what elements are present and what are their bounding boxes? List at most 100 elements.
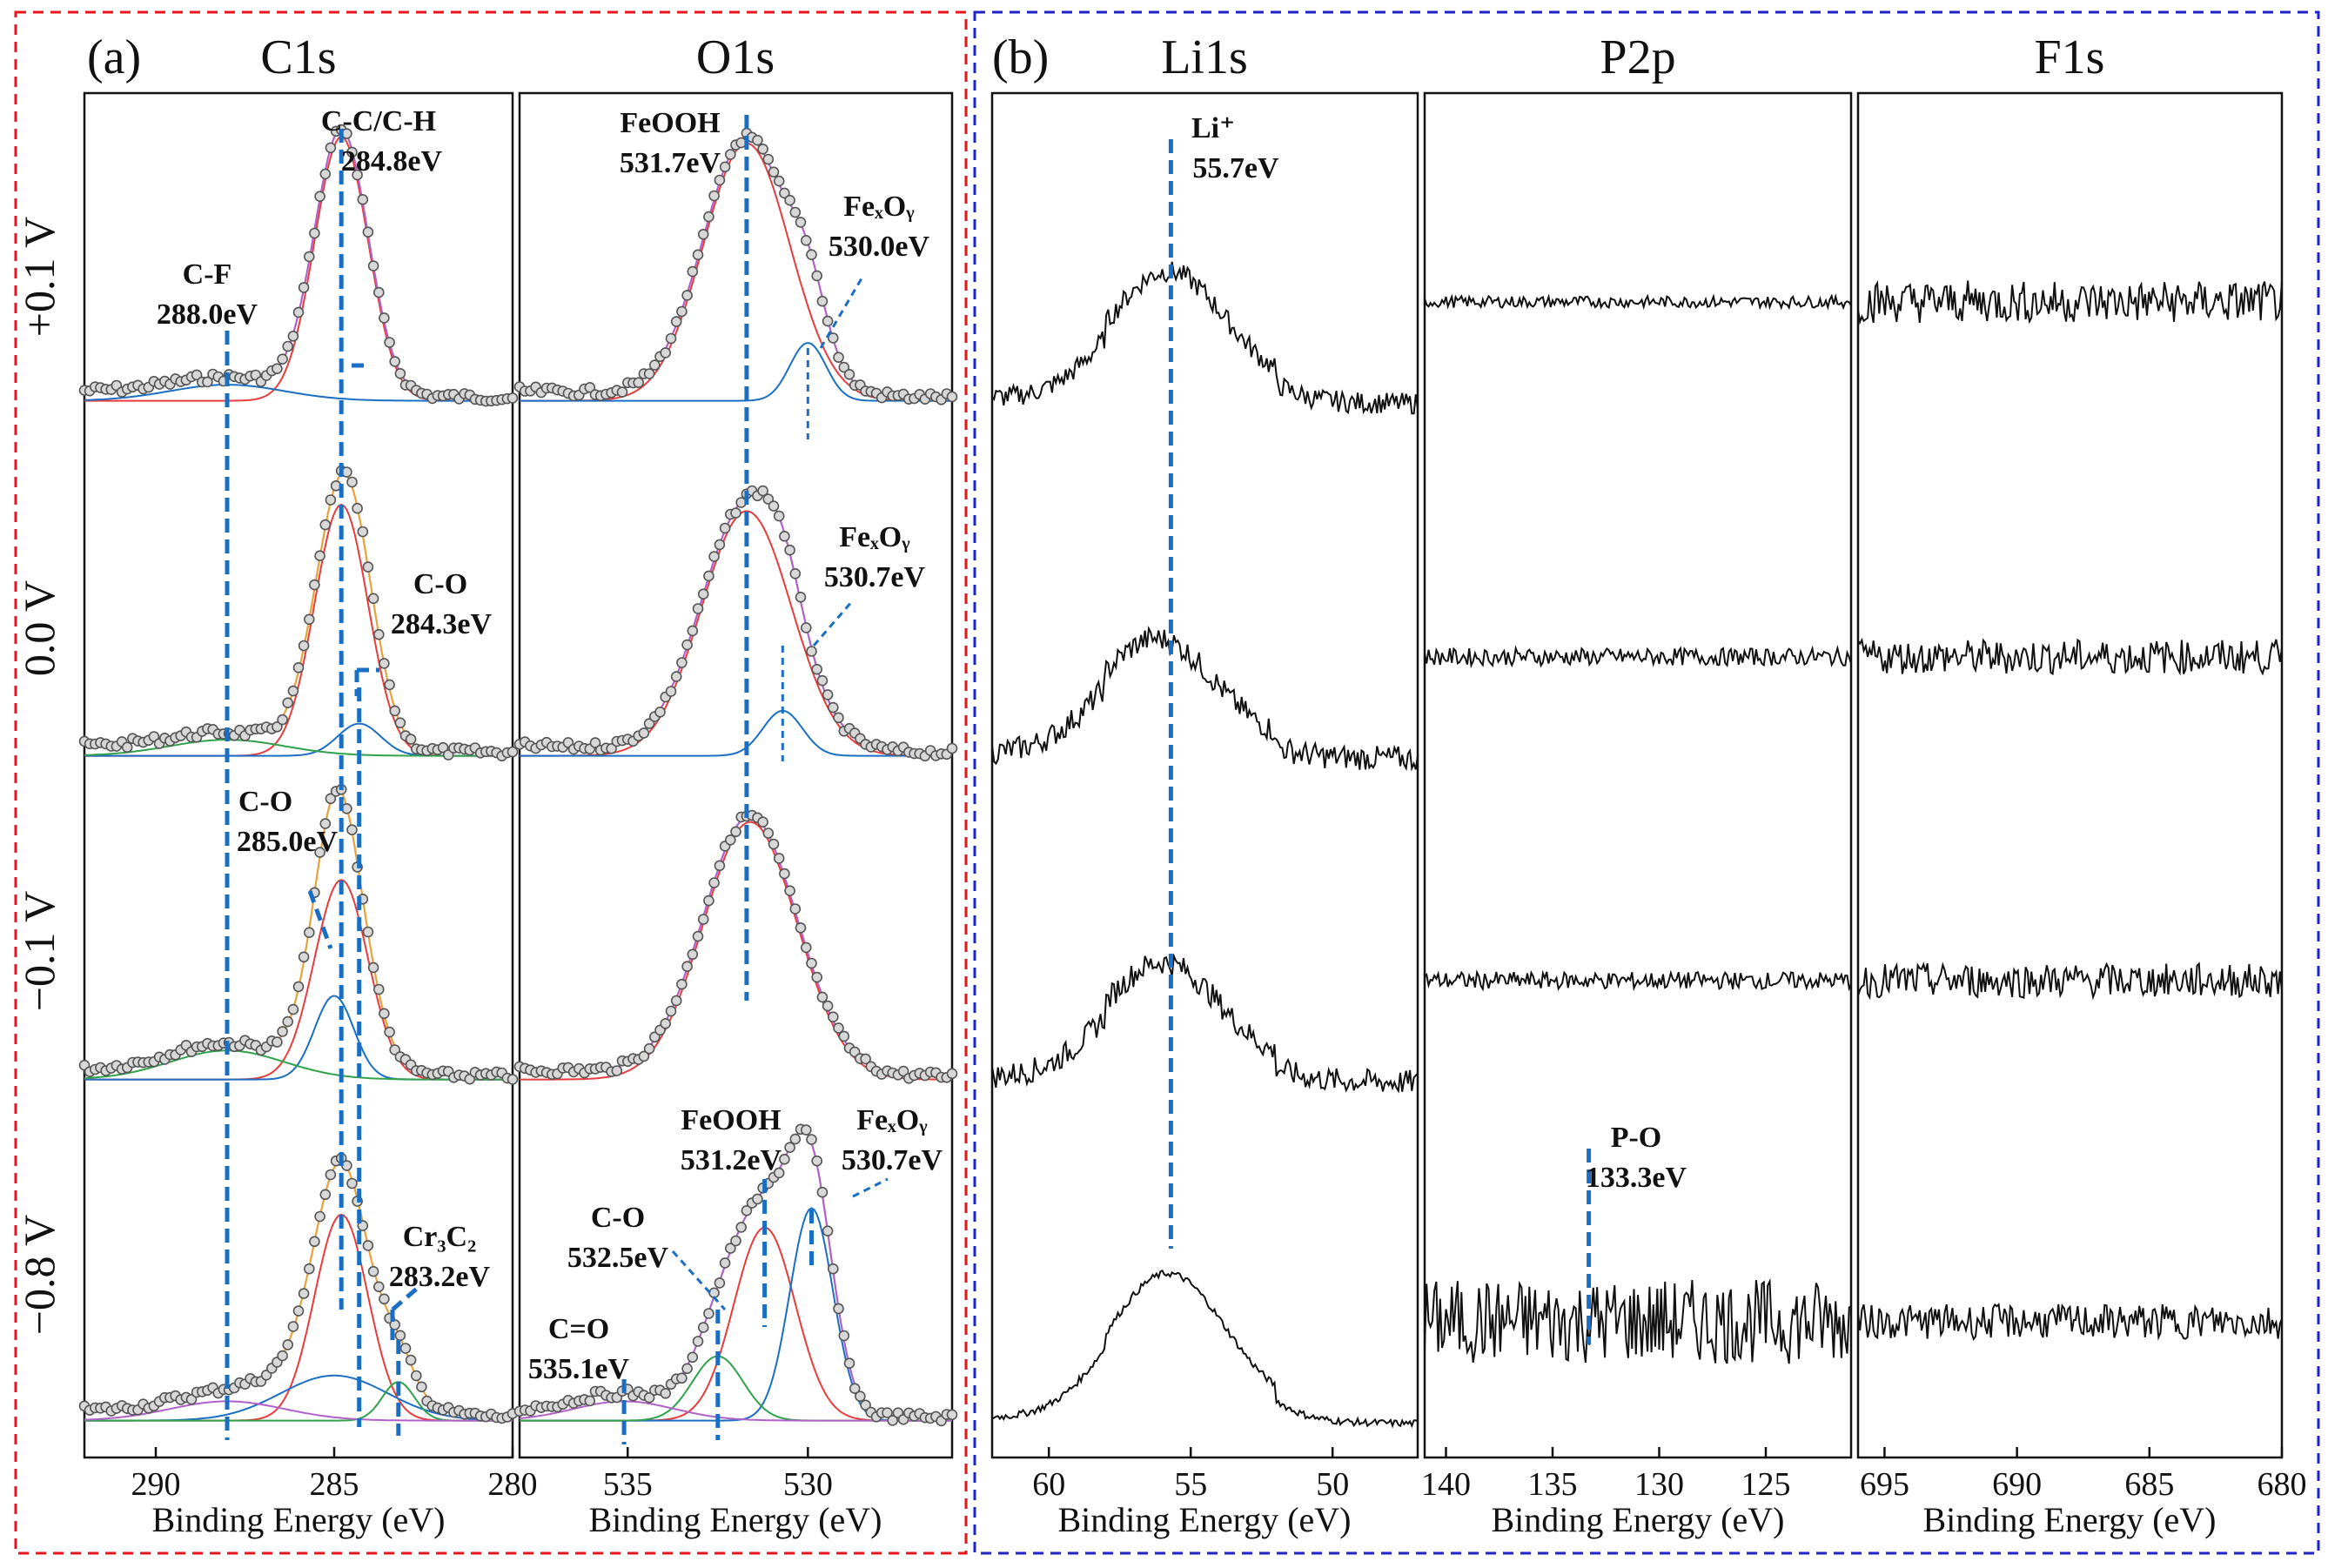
C1s-row4-point	[282, 1339, 294, 1350]
C1s-row3-point	[372, 983, 385, 995]
O1s-row1-point	[762, 153, 775, 165]
tick-label-F1s-685: 685	[2124, 1466, 2174, 1503]
O1s-row2-point	[654, 706, 666, 718]
O1s-row3-point	[703, 895, 715, 907]
O1s-row1-point	[719, 161, 731, 173]
C1s-row2-point	[379, 658, 390, 669]
O1s-row1-point	[660, 347, 672, 358]
O1s-row1-point	[800, 234, 812, 246]
C1s-row2-point	[384, 679, 395, 691]
O1s-row4-point	[773, 1167, 785, 1179]
O1s-row1-point	[724, 149, 736, 160]
C1s-row3-point	[319, 818, 332, 829]
O1s-row1-point	[768, 166, 780, 178]
C1s-row4-point	[314, 1210, 325, 1223]
O1s-row1-point	[843, 368, 855, 380]
C1s-row4-point	[410, 1370, 422, 1382]
C1s-row1-point	[389, 356, 401, 367]
O1s-row1-point	[784, 194, 795, 206]
O1s-row3-point	[795, 922, 807, 934]
O1s-row3-point	[800, 941, 812, 954]
C1s-row3-point	[384, 1026, 395, 1038]
C1s-row2-point	[287, 685, 299, 697]
C1s-row4-point	[292, 1305, 305, 1317]
C1s-row2-point	[367, 593, 379, 605]
energy-co-1: 284.3eV	[391, 608, 493, 640]
C1s-row3-point	[379, 1008, 390, 1020]
O1s-row4-point	[714, 1277, 726, 1289]
xlabel-f1s: Binding Energy (eV)	[1923, 1500, 2217, 1539]
C1s-row1-point	[202, 376, 213, 388]
O1s-row2-point	[643, 718, 655, 729]
O1s-row3-point	[687, 948, 699, 961]
O1s-row1-point	[946, 391, 958, 403]
row-label-1: +0.1 V	[15, 217, 64, 337]
C1s-row2-point	[272, 720, 283, 733]
C1s-row1-point	[357, 194, 369, 205]
C1s-row1-point	[277, 353, 288, 365]
C1s-row4-point	[287, 1321, 299, 1332]
O1s-row3-point	[643, 1042, 655, 1055]
O1s-row3-component-1	[520, 821, 952, 1081]
p2p-frame	[1423, 91, 1853, 1459]
C1s-row1-point	[325, 142, 337, 154]
tick-label-P2p-140: 140	[1421, 1466, 1471, 1503]
Li1s-row3-spectrum	[991, 953, 1419, 1094]
O1s-row4-point	[811, 1155, 823, 1167]
label-ceqo: C=O	[548, 1313, 609, 1345]
O1s-row3-point	[665, 1005, 677, 1017]
C1s-row2-point	[357, 526, 369, 538]
O1s-row3-point	[806, 957, 817, 969]
curve-layer	[78, 124, 2283, 1429]
C1s-row4-component-3	[84, 1381, 513, 1422]
label-po: P-O	[1611, 1122, 1662, 1154]
O1s-row3-point	[789, 903, 802, 915]
O1s-row4-point	[800, 1124, 812, 1136]
C1s-row2-point	[372, 628, 385, 640]
C1s-row2-point	[325, 494, 337, 506]
C1s-row2-point	[405, 734, 417, 745]
title-p2p: P2p	[1600, 30, 1675, 84]
C1s-row4-point	[277, 1350, 288, 1362]
O1s-row3-point	[811, 971, 823, 983]
C1s-row3-point	[272, 1036, 283, 1048]
row-label-2: 0.0 V	[15, 580, 64, 676]
annotations: C-C/C-H 284.8eV C-F 288.0eV C-O 284.3eV …	[157, 105, 1687, 1385]
O1s-row4-point	[660, 1388, 672, 1399]
C1s-row1-point	[394, 367, 406, 379]
O1s-row2-point	[800, 622, 812, 633]
O1s-row4-point	[741, 1205, 753, 1216]
xlabel-o1s: Binding Energy (eV)	[589, 1500, 882, 1539]
C1s-row3-point	[362, 926, 374, 938]
O1s-row4-point	[806, 1134, 817, 1145]
tick-layer: 290 285 280 535 530 60 55 50 140 135 130 125 695 690 6…	[131, 1447, 2307, 1503]
tick-label-F1s-690: 690	[1992, 1466, 2042, 1503]
O1s-row1-point	[833, 352, 844, 364]
O1s-row4-point	[730, 1235, 741, 1247]
O1s-row3-point	[730, 826, 741, 838]
O1s-row3-point	[697, 914, 709, 925]
C1s-row4-point	[416, 1381, 427, 1393]
energy-cf: 288.0eV	[157, 298, 258, 331]
C1s-row4-point	[362, 1240, 374, 1251]
C1s-row4-point	[325, 1169, 337, 1181]
C1s-row2-point	[292, 661, 305, 673]
C1s-row4-point	[309, 1236, 320, 1248]
xlabel-p2p: Binding Energy (eV)	[1492, 1500, 1785, 1539]
Li1s-row2-spectrum	[991, 626, 1419, 772]
O1s-row2-point	[795, 591, 807, 603]
C1s-row2-point	[394, 717, 406, 729]
O1s-row1-point	[757, 144, 768, 155]
O1s-row2-point	[757, 485, 768, 497]
O1s-row3-point	[833, 1022, 844, 1034]
C1s-row4-point	[346, 1177, 358, 1189]
O1s-row3-point	[784, 885, 795, 897]
C1s-row1-envelope	[84, 127, 513, 399]
C1s-row4-point	[399, 1343, 412, 1354]
C1s-row2-point	[148, 731, 160, 742]
O1s-row3-point	[827, 1011, 839, 1022]
label-ccch: C-C/C-H	[321, 105, 436, 137]
C1s-row1-point	[303, 251, 315, 263]
F1s-row1-spectrum	[1857, 279, 2283, 325]
C1s-row1-point	[292, 306, 305, 318]
